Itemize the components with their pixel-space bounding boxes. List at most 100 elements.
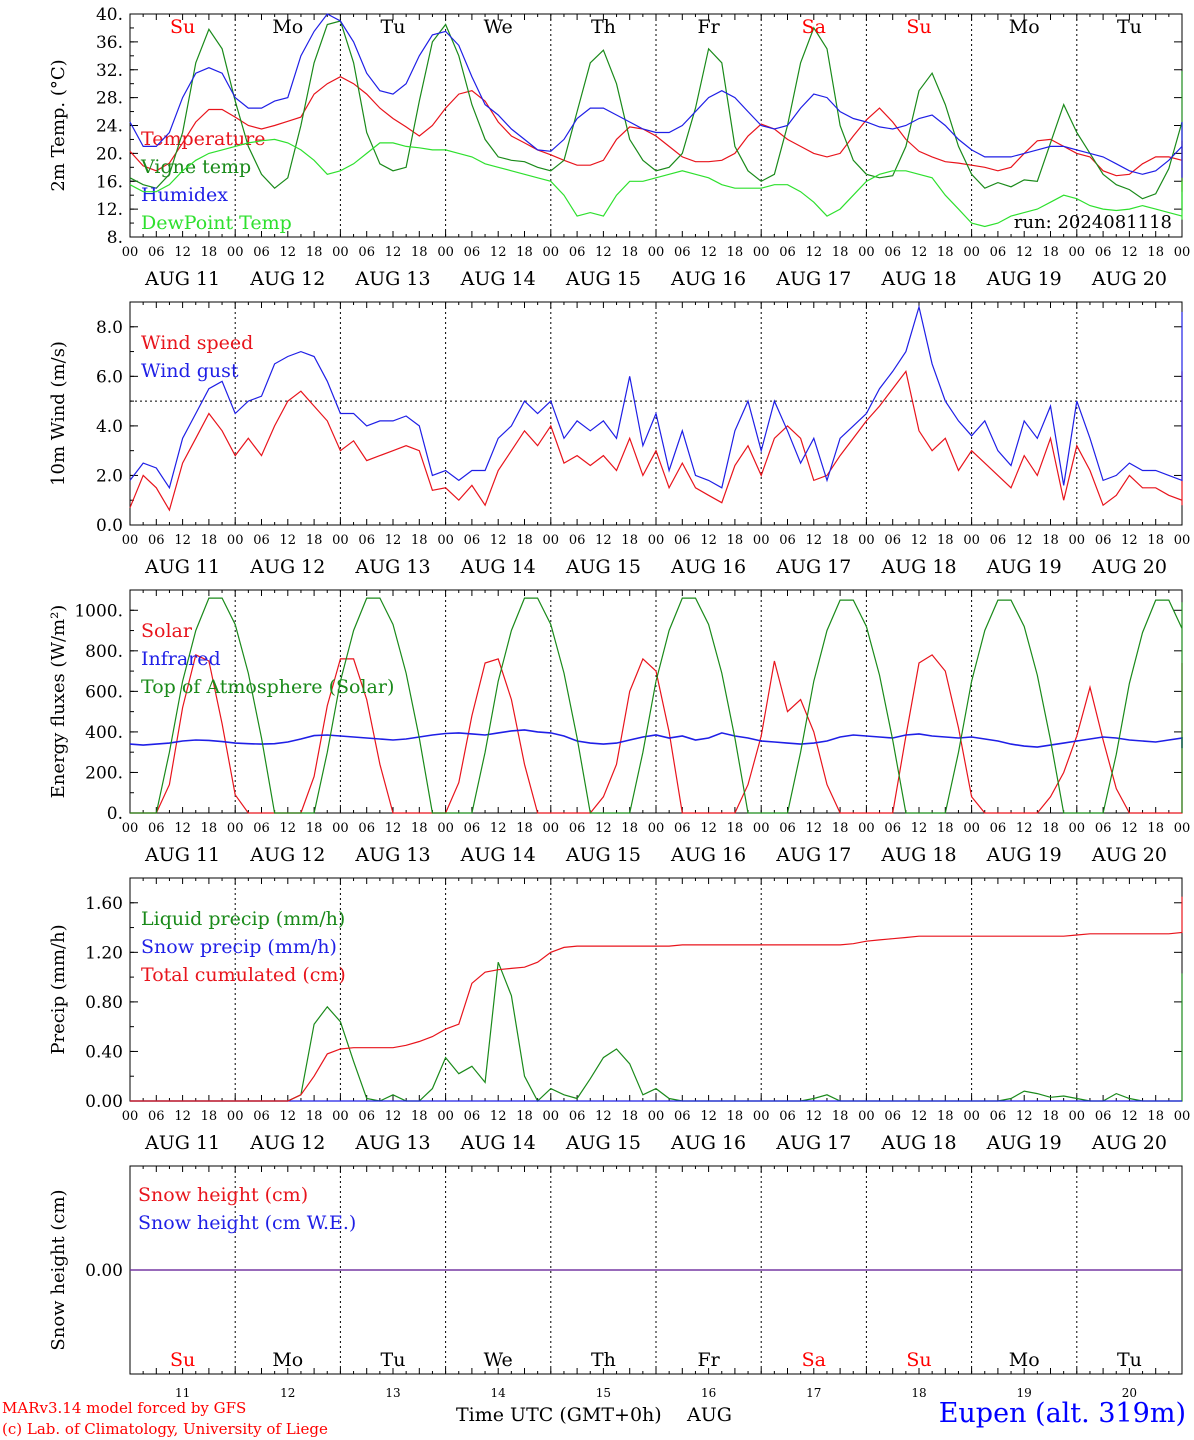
hour-tick-label: 12 (806, 821, 823, 836)
hour-tick-label: 12 (595, 245, 612, 260)
y-axis-title: Energy fluxes (W/m²) (48, 605, 69, 799)
legend-entry: Wind speed (141, 332, 253, 354)
day-number-label: 15 (596, 1386, 611, 1400)
legend-entry: Liquid precip (mm/h) (141, 908, 345, 930)
hour-tick-label: 06 (253, 245, 270, 260)
legend-entry: Top of Atmosphere (Solar) (141, 676, 394, 698)
weekday-label-bottom: Su (906, 1349, 931, 1371)
hour-tick-label: 00 (122, 245, 139, 260)
day-number-label: 19 (1017, 1386, 1032, 1400)
date-label: AUG 16 (670, 1132, 746, 1154)
day-number-label: 11 (175, 1386, 190, 1400)
hour-tick-label: 06 (884, 1109, 901, 1124)
hour-tick-label: 12 (806, 245, 823, 260)
hour-tick-label: 12 (490, 533, 507, 548)
hour-tick-label: 18 (1042, 533, 1059, 548)
hour-tick-label: 06 (358, 821, 375, 836)
date-label: AUG 16 (670, 556, 746, 578)
date-label: AUG 13 (354, 1132, 430, 1154)
hour-tick-label: 18 (516, 821, 533, 836)
date-label: AUG 14 (460, 1132, 536, 1154)
date-label: AUG 19 (986, 268, 1062, 290)
hour-tick-label: 06 (779, 1109, 796, 1124)
y-tick-label: 6.0 (96, 367, 123, 387)
y-tick-label: 0.00 (85, 1092, 123, 1112)
hour-tick-label: 00 (648, 821, 665, 836)
hour-tick-label: 12 (385, 1109, 402, 1124)
hour-tick-label: 18 (411, 533, 428, 548)
hour-tick-label: 00 (1069, 245, 1086, 260)
legend-entry: Snow precip (mm/h) (141, 936, 337, 958)
hour-tick-label: 06 (464, 821, 481, 836)
hour-tick-label: 12 (911, 821, 928, 836)
hour-tick-label: 00 (1174, 533, 1191, 548)
model-credit-line: MARv3.14 model forced by GFS (2, 1399, 247, 1417)
legend-entry: Humidex (141, 184, 228, 206)
weekday-label-bottom: Sa (802, 1349, 826, 1371)
date-label: AUG 20 (1091, 1132, 1167, 1154)
hour-tick-label: 06 (358, 245, 375, 260)
hour-tick-label: 06 (674, 533, 691, 548)
date-label: AUG 17 (775, 1132, 851, 1154)
panel-temp: 00 06 12 18 00 06 12 18 00 06 12 18 00 06 12 18 00 06 12 18… (48, 5, 1190, 290)
hour-tick-label: 06 (779, 245, 796, 260)
hour-tick-label: 00 (437, 245, 454, 260)
y-tick-label: 28. (96, 89, 123, 109)
hour-tick-label: 12 (806, 533, 823, 548)
y-tick-label: 1.60 (85, 894, 123, 914)
hour-tick-label: 18 (727, 1109, 744, 1124)
series-line-lightgreen (129, 138, 1183, 228)
hour-tick-label: 18 (937, 245, 954, 260)
hour-tick-label: 12 (911, 533, 928, 548)
hour-tick-label: 00 (963, 821, 980, 836)
y-axis-title: 2m Temp. (°C) (48, 59, 69, 191)
hour-tick-label: 00 (648, 533, 665, 548)
hour-tick-label: 06 (1095, 1109, 1112, 1124)
y-tick-label: 0.0 (96, 516, 123, 536)
hour-tick-label: 18 (621, 821, 638, 836)
y-tick-label: 16. (96, 172, 123, 192)
run-annotation: run: 2024081118 (1014, 212, 1172, 233)
legend-entry: Snow height (cm W.E.) (138, 1212, 356, 1234)
hour-tick-label: 12 (1121, 245, 1138, 260)
hour-tick-label: 12 (595, 821, 612, 836)
hour-tick-label: 06 (990, 1109, 1007, 1124)
series-line-red (130, 896, 1183, 1102)
hour-tick-label: 06 (569, 245, 586, 260)
hour-tick-label: 00 (437, 821, 454, 836)
y-tick-label: 0.40 (85, 1042, 123, 1062)
hour-tick-label: 06 (779, 533, 796, 548)
date-label: AUG 20 (1091, 844, 1167, 866)
day-number-label: 12 (280, 1386, 295, 1400)
hour-tick-label: 18 (832, 245, 849, 260)
legend-entry: Wind gust (141, 360, 239, 382)
hour-tick-label: 18 (516, 1109, 533, 1124)
date-label: AUG 13 (354, 844, 430, 866)
y-tick-label: 20. (96, 144, 123, 164)
date-label: AUG 15 (565, 268, 641, 290)
date-label: AUG 17 (775, 844, 851, 866)
legend-entry: Vigne temp (140, 156, 251, 178)
legend-entry: Infrared (141, 648, 221, 670)
hour-tick-label: 06 (674, 1109, 691, 1124)
weekday-label-bottom: Tu (381, 1349, 406, 1371)
hour-tick-label: 06 (674, 821, 691, 836)
hour-tick-label: 12 (1016, 1109, 1033, 1124)
hour-tick-label: 00 (963, 1109, 980, 1124)
weekday-label-top: Mo (1009, 16, 1040, 38)
weekday-label-bottom: We (484, 1349, 513, 1371)
hour-tick-label: 12 (280, 533, 297, 548)
hour-tick-label: 18 (201, 533, 218, 548)
hour-tick-label: 12 (490, 245, 507, 260)
y-tick-label: 8.0 (96, 318, 123, 338)
hour-tick-label: 00 (332, 821, 349, 836)
hour-tick-label: 18 (516, 245, 533, 260)
hour-tick-label: 12 (911, 1109, 928, 1124)
date-label: AUG 17 (775, 268, 851, 290)
hour-tick-label: 00 (332, 245, 349, 260)
hour-tick-label: 00 (1174, 821, 1191, 836)
hour-tick-label: 18 (832, 821, 849, 836)
hour-tick-label: 18 (621, 245, 638, 260)
weekday-label-top: Su (906, 16, 931, 38)
hour-tick-label: 12 (1016, 245, 1033, 260)
